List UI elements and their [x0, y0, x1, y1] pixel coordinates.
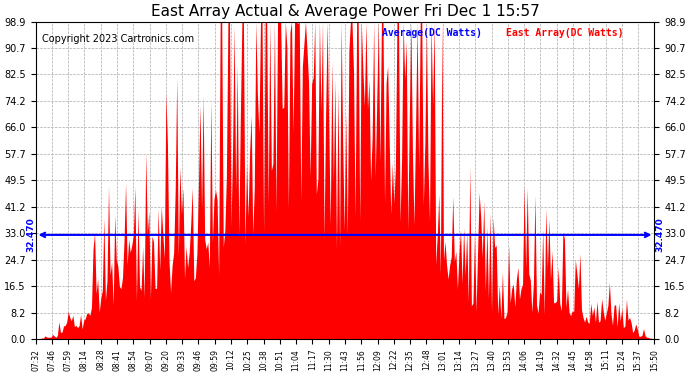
Text: 32.470: 32.470 [26, 217, 35, 252]
Text: Copyright 2023 Cartronics.com: Copyright 2023 Cartronics.com [42, 34, 194, 44]
Title: East Array Actual & Average Power Fri Dec 1 15:57: East Array Actual & Average Power Fri De… [150, 4, 540, 19]
Text: 32.470: 32.470 [655, 217, 664, 252]
Text: Average(DC Watts): Average(DC Watts) [382, 28, 482, 38]
Text: East Array(DC Watts): East Array(DC Watts) [506, 28, 623, 38]
